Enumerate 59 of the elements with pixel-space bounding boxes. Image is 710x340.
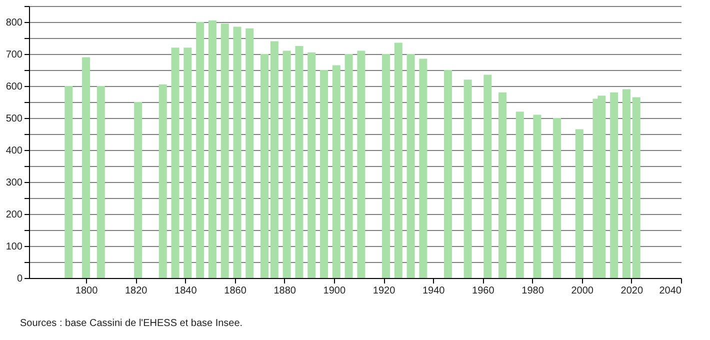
x-tick-label: 1880 [274, 286, 296, 296]
bar [419, 58, 428, 278]
y-tick-label: 700 [6, 50, 23, 60]
bar [622, 89, 630, 278]
bar [344, 54, 353, 278]
x-tick-label: 1840 [174, 286, 198, 296]
bar [134, 102, 142, 278]
bar [394, 42, 402, 278]
bar [464, 80, 472, 278]
x-tick-label: 1800 [75, 286, 98, 296]
bar [498, 92, 507, 278]
y-tick-label: 600 [6, 82, 23, 92]
bar [610, 92, 618, 278]
x-tick-label: 1820 [124, 286, 148, 296]
bar [308, 52, 316, 278]
y-tick-label: 0 [16, 274, 23, 284]
bar [484, 74, 492, 278]
bar [184, 48, 192, 278]
y-tick-label: 500 [6, 114, 23, 124]
y-tick-label: 400 [6, 146, 23, 156]
bar [208, 20, 216, 278]
bar [332, 65, 340, 278]
y-tick-label: 300 [6, 178, 23, 188]
bar [82, 57, 90, 278]
bar [533, 114, 542, 278]
x-tick-label: 2000 [571, 286, 594, 296]
bar [96, 86, 105, 278]
y-tick-label: 800 [6, 18, 23, 28]
y-tick-label: 100 [6, 242, 23, 252]
bar [357, 50, 366, 278]
x-tick-label: 2020 [620, 286, 644, 296]
bar [444, 70, 452, 278]
bar [295, 46, 304, 278]
bar [171, 48, 180, 278]
bar [553, 118, 562, 278]
bar [632, 97, 640, 278]
bar [260, 54, 269, 278]
bar [233, 26, 242, 278]
x-tick-label: 1940 [422, 286, 446, 296]
bar [406, 54, 415, 278]
bar [246, 28, 254, 278]
x-tick-label: 1980 [522, 286, 544, 296]
bar [575, 129, 584, 278]
bar [270, 41, 278, 278]
bar [64, 86, 73, 278]
x-tick-label: 1920 [372, 286, 396, 296]
bar [382, 54, 390, 278]
x-tick-label: 2040 [659, 286, 682, 296]
x-tick-label: 1900 [323, 286, 346, 296]
x-tick-label: 1960 [472, 286, 495, 296]
y-tick-label: 200 [6, 210, 23, 220]
bar [158, 84, 167, 278]
x-tick-label: 1860 [224, 286, 247, 296]
bar [320, 70, 328, 278]
bar [516, 112, 524, 278]
bar [196, 22, 204, 278]
source-note: Sources : base Cassini de l'EHESS et base Insee. [20, 318, 244, 329]
bar [282, 50, 291, 278]
bar [220, 24, 229, 278]
